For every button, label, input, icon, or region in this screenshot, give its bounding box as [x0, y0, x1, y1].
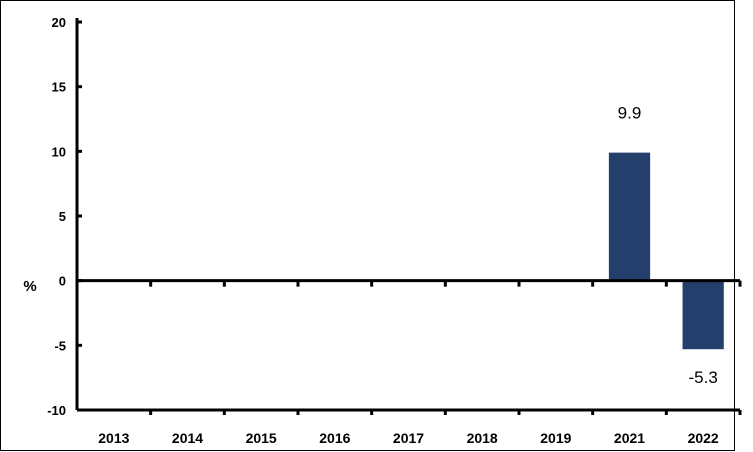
x-tick-label: 2019: [540, 430, 571, 446]
x-tick-label: 2018: [467, 430, 498, 446]
y-tick-label: -10: [47, 403, 66, 418]
y-tick-label: 20: [52, 15, 66, 30]
y-tick-label: 15: [52, 80, 66, 95]
y-axis-label: %: [23, 278, 36, 295]
data-label-2021: 9.9: [618, 104, 642, 123]
bar-2022: [682, 280, 724, 350]
data-label-2022: -5.3: [689, 368, 718, 387]
x-tick-label: 2021: [614, 430, 645, 446]
x-tick-label: 2022: [688, 430, 719, 446]
bar-2021: [608, 152, 651, 281]
x-tick-label: 2017: [393, 430, 424, 446]
y-tick-label: 5: [59, 209, 66, 224]
x-tick-label: 2013: [98, 430, 129, 446]
x-tick-label: 2015: [246, 430, 277, 446]
y-tick-label: 10: [52, 144, 66, 159]
y-tick-label: -5: [54, 338, 66, 353]
y-tick-label: 0: [59, 274, 66, 289]
x-tick-label: 2014: [172, 430, 203, 446]
x-tick-label: 2016: [319, 430, 350, 446]
